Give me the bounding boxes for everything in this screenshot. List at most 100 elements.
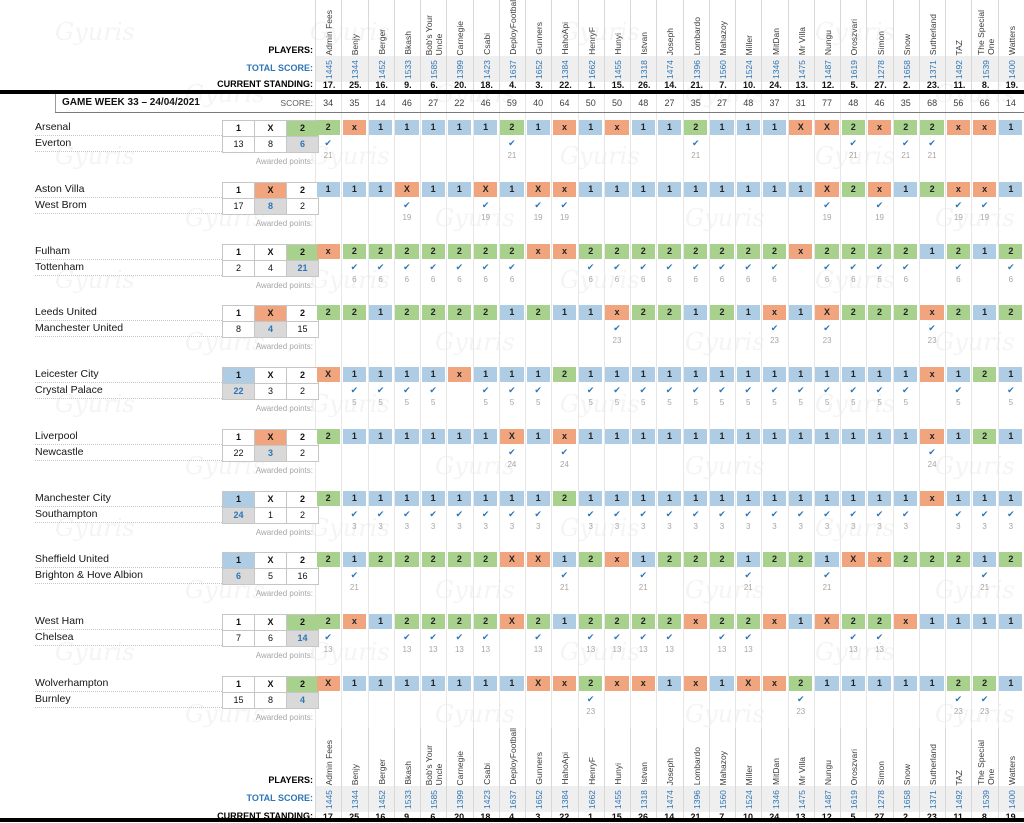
player-standing: 25.	[349, 812, 362, 822]
prediction-cell: 1	[736, 552, 760, 567]
prediction-cell: 1	[894, 429, 918, 444]
prediction-cell: 1	[342, 552, 366, 567]
prediction-cell: 1	[789, 491, 813, 506]
player-total-score: 1318	[639, 60, 650, 79]
awarded-points-value: 3	[614, 522, 620, 531]
correct-check-icon: ✔	[665, 632, 674, 642]
prediction-cell: X	[316, 676, 340, 691]
awarded-points-value: 21	[691, 151, 701, 160]
prediction-cell: 2	[631, 614, 655, 629]
player-column: Sutherland 1371 23.	[918, 0, 946, 90]
prediction-cell: 2	[447, 305, 472, 320]
gameweek-score-value: 14	[375, 98, 386, 108]
awarded-points-value: 5	[903, 398, 909, 407]
gameweek-score-value: 56	[953, 98, 964, 108]
player-column: Mahazoy 1560 7.	[708, 0, 736, 90]
gameweek-score-value: 66	[979, 98, 990, 108]
prediction-cell: X	[815, 120, 839, 135]
awarded-points-value: 5	[509, 398, 515, 407]
prediction-cell: 1	[815, 676, 839, 691]
prediction-cell: 2	[395, 552, 419, 567]
player-standing: 3.	[535, 812, 543, 822]
prediction-cell: 1	[474, 491, 498, 506]
match-block: Leeds United0Manchester United01X28415Aw…	[0, 305, 1024, 357]
outcome-count-2: 2	[287, 508, 318, 523]
prediction-cell: 1	[867, 676, 892, 691]
correct-check-icon: ✔	[770, 323, 779, 333]
prediction-cell: 2	[421, 614, 445, 629]
correct-check-icon: ✔	[875, 509, 884, 519]
prediction-cell: 1	[579, 120, 603, 135]
outcome-header-1: 1	[223, 183, 254, 198]
outcome-header-1: 1	[223, 306, 254, 321]
players-label: PLAYERS:	[268, 45, 313, 55]
prediction-cell: 2	[369, 552, 393, 567]
player-total-score: 1475	[796, 60, 807, 79]
awarded-points-value: 6	[824, 275, 830, 284]
player-total-score: 1399	[455, 60, 466, 79]
prediction-cell: 1	[421, 367, 445, 382]
prediction-cell: 1	[972, 244, 997, 259]
column-grid-line	[498, 0, 500, 818]
awarded-points-value: 3	[352, 522, 357, 531]
prediction-cell: 1	[369, 120, 393, 135]
prediction-cell: x	[447, 367, 472, 382]
column-grid-line	[708, 0, 710, 818]
prediction-cell: 2	[841, 614, 865, 629]
prediction-cell: 1	[631, 552, 655, 567]
prediction-cell: 1	[894, 491, 918, 506]
correct-check-icon: ✔	[823, 509, 831, 519]
prediction-cell: 2	[894, 305, 918, 320]
correct-check-icon: ✔	[481, 200, 490, 210]
prediction-cell: 2	[999, 552, 1023, 567]
player-standing: 11.	[953, 812, 966, 822]
prediction-cell: 2	[395, 244, 419, 259]
correct-check-icon: ✔	[718, 385, 726, 395]
prediction-cell: 1	[369, 676, 393, 691]
prediction-cell: 1	[789, 614, 813, 629]
player-column: Csabi 1423 18.	[472, 728, 500, 822]
prediction-cell: 2	[710, 614, 734, 629]
player-column: Bkash 1533 9.	[393, 728, 421, 822]
prediction-cell: 2	[605, 244, 629, 259]
player-total-score: 1423	[481, 790, 492, 809]
player-total-score: 1399	[455, 790, 466, 809]
outcome-count-1: 17	[223, 199, 254, 214]
outcome-count-1: 2	[223, 261, 254, 276]
awarded-points-value: 6	[1008, 275, 1014, 284]
player-standing: 15.	[611, 80, 625, 90]
outcome-summary-box: 1 X 2 22 3 2	[222, 429, 319, 462]
correct-check-icon: ✔	[508, 509, 516, 519]
correct-check-icon: ✔	[849, 262, 858, 272]
away-team-name: Tottenham	[35, 261, 85, 273]
footer-separator-line	[0, 818, 1024, 822]
prediction-cell: 2	[815, 244, 839, 259]
column-grid-line	[892, 0, 894, 818]
prediction-cell: 1	[657, 429, 682, 444]
outcome-count-2: 21	[287, 261, 318, 276]
prediction-cell: X	[526, 182, 550, 197]
player-name: Simon	[875, 760, 886, 785]
awarded-points-value: 19	[953, 213, 963, 222]
prediction-cell: 1	[710, 676, 734, 691]
prediction-cell: 2	[526, 305, 550, 320]
gameweek-score-value: 48	[638, 98, 649, 108]
correct-check-icon: ✔	[613, 323, 621, 333]
player-name: Bkash	[402, 761, 413, 785]
prediction-cell: 1	[369, 429, 393, 444]
prediction-cell: 1	[999, 429, 1023, 444]
total-score-band	[315, 786, 1024, 812]
awarded-points-value: 3	[798, 522, 803, 531]
prediction-cell: 2	[710, 244, 734, 259]
prediction-cell: 2	[867, 614, 892, 629]
player-total-score: 1560	[718, 60, 728, 79]
awarded-points-value: 19	[481, 213, 491, 222]
prediction-cell: 1	[762, 429, 787, 444]
player-column: Oroszvari 1619 5.	[840, 728, 867, 822]
correct-check-icon: ✔	[586, 509, 595, 519]
player-name: Lombardo	[691, 16, 702, 55]
player-name: DeployFootball	[507, 728, 518, 785]
prediction-cell: X	[474, 182, 498, 197]
awarded-points-value: 13	[323, 645, 333, 654]
awarded-points-value: 3	[956, 522, 961, 531]
